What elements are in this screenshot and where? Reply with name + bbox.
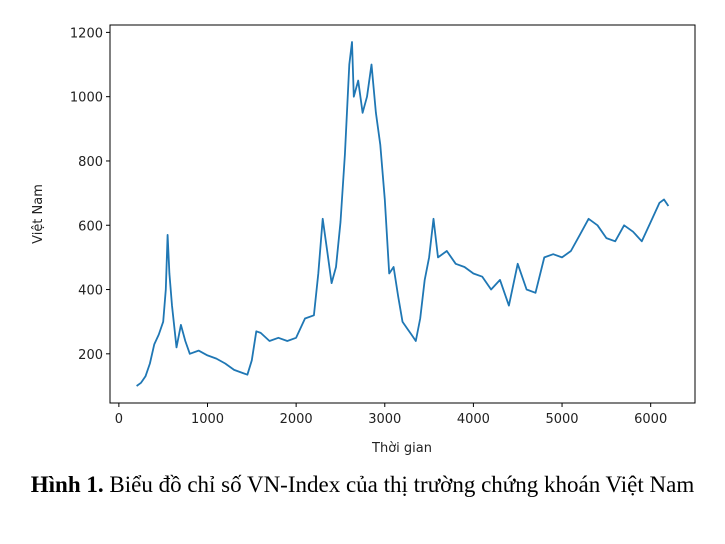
x-tick-label: 4000 [457, 412, 490, 427]
caption-text: Biểu đồ chỉ số VN-Index của thị trường c… [109, 472, 695, 497]
plot-frame [109, 24, 696, 404]
x-tick-label: 6000 [634, 412, 667, 427]
x-axis-label: Thời gian [371, 441, 432, 456]
y-tick-label: 800 [78, 155, 103, 170]
y-tick-label: 1200 [70, 26, 103, 41]
y-tick-label: 600 [78, 219, 103, 234]
y-tick-label: 400 [78, 284, 103, 299]
chart: Thời gian Việt Nam 200 400 600 800 1000 1200 0… [31, 24, 696, 456]
data-line [136, 41, 670, 387]
y-tick-label: 1000 [70, 91, 103, 106]
y-tick-label: 200 [78, 348, 103, 363]
x-tick-label: 3000 [368, 412, 401, 427]
x-tick-label: 0 [115, 412, 123, 427]
caption: Hình 1. Biểu đồ chỉ số VN-Index của thị … [0, 470, 725, 500]
caption-label: Hình 1. [30, 472, 104, 497]
y-axis-label: Việt Nam [31, 184, 46, 244]
x-tick-label: 5000 [545, 412, 578, 427]
x-tick-label: 2000 [280, 412, 313, 427]
x-tick-label: 1000 [191, 412, 224, 427]
